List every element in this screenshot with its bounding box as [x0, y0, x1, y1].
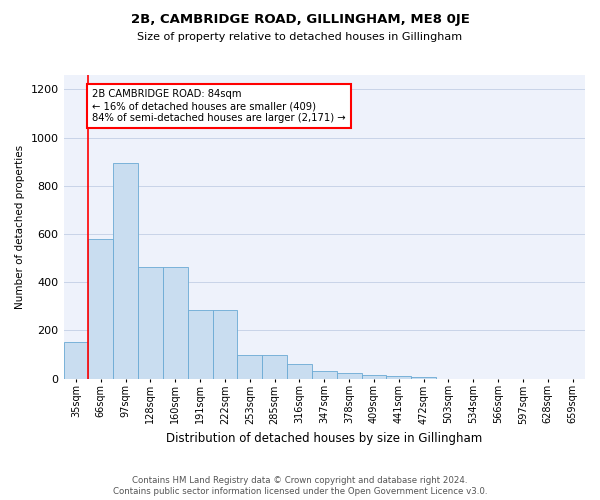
Bar — [337, 372, 362, 378]
Bar — [411, 376, 436, 378]
Bar — [238, 354, 262, 378]
Bar — [64, 342, 88, 378]
Bar — [138, 266, 163, 378]
X-axis label: Distribution of detached houses by size in Gillingham: Distribution of detached houses by size … — [166, 432, 482, 445]
Bar — [212, 310, 238, 378]
Text: Size of property relative to detached houses in Gillingham: Size of property relative to detached ho… — [137, 32, 463, 42]
Text: 2B CAMBRIDGE ROAD: 84sqm
← 16% of detached houses are smaller (409)
84% of semi-: 2B CAMBRIDGE ROAD: 84sqm ← 16% of detach… — [92, 90, 346, 122]
Bar — [262, 354, 287, 378]
Bar — [88, 239, 113, 378]
Text: 2B, CAMBRIDGE ROAD, GILLINGHAM, ME8 0JE: 2B, CAMBRIDGE ROAD, GILLINGHAM, ME8 0JE — [131, 12, 469, 26]
Bar — [188, 310, 212, 378]
Bar — [287, 364, 312, 378]
Y-axis label: Number of detached properties: Number of detached properties — [15, 144, 25, 309]
Bar — [362, 375, 386, 378]
Text: Contains public sector information licensed under the Open Government Licence v3: Contains public sector information licen… — [113, 487, 487, 496]
Bar — [312, 372, 337, 378]
Bar — [386, 376, 411, 378]
Bar — [113, 163, 138, 378]
Bar — [163, 266, 188, 378]
Text: Contains HM Land Registry data © Crown copyright and database right 2024.: Contains HM Land Registry data © Crown c… — [132, 476, 468, 485]
